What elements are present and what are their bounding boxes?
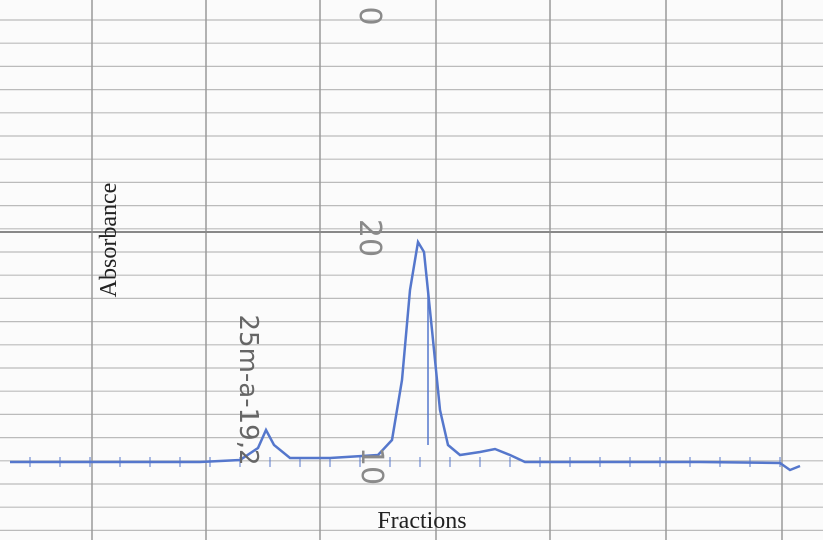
trace — [10, 238, 801, 472]
sample-label: 25m-a-19,2 — [233, 315, 263, 466]
scale-label: 0 — [352, 6, 387, 25]
scale-label: 10 — [354, 447, 389, 485]
baseline-ticks — [29, 457, 781, 467]
scale-label: 20 — [352, 219, 387, 257]
y-axis-label: Absorbance — [96, 183, 122, 298]
x-axis-label: Fractions — [377, 508, 466, 534]
